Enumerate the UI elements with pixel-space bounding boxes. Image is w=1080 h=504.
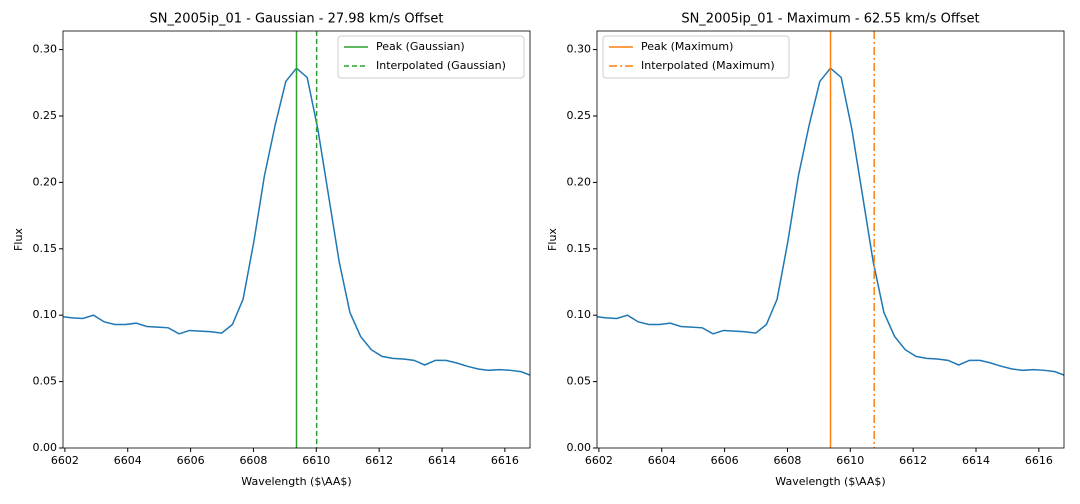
x-tick-label: 6608 <box>773 454 801 467</box>
y-tick-label: 0.10 <box>33 308 58 321</box>
y-tick-label: 0.30 <box>567 43 592 56</box>
x-tick-label: 6614 <box>428 454 456 467</box>
y-tick-label: 0.05 <box>567 375 592 388</box>
x-tick-label: 6602 <box>585 454 613 467</box>
axes-frame <box>62 30 531 449</box>
x-tick-label: 6612 <box>365 454 393 467</box>
legend-label: Interpolated (Gaussian) <box>376 59 506 72</box>
legend-box <box>602 35 790 79</box>
x-tick-label: 6604 <box>114 454 142 467</box>
y-tick-label: 0.10 <box>567 308 592 321</box>
spectrum-line <box>63 67 530 376</box>
y-tick-label: 0.30 <box>33 43 58 56</box>
y-tick-label: 0.00 <box>33 441 58 454</box>
axes-frame <box>596 30 1065 449</box>
x-axis-label: Wavelength ($\AA$) <box>241 475 351 488</box>
x-tick-label: 6616 <box>1025 454 1053 467</box>
plot-area <box>63 31 530 448</box>
x-tick-label: 6610 <box>836 454 864 467</box>
y-tick-label: 0.15 <box>567 242 592 255</box>
y-tick-label: 0.05 <box>33 375 58 388</box>
spectrum-line <box>597 67 1064 376</box>
y-tick-label: 0.25 <box>33 109 58 122</box>
plot-area <box>597 31 1064 448</box>
x-tick-label: 6604 <box>648 454 676 467</box>
y-axis-label: Flux <box>546 228 559 251</box>
x-tick-label: 6610 <box>302 454 330 467</box>
legend-label: Interpolated (Maximum) <box>641 59 775 72</box>
y-tick-label: 0.25 <box>567 109 592 122</box>
y-tick-label: 0.20 <box>567 175 592 188</box>
x-tick-label: 6614 <box>962 454 990 467</box>
x-axis-label: Wavelength ($\AA$) <box>775 475 885 488</box>
legend-label: Peak (Maximum) <box>641 40 733 53</box>
x-tick-label: 6606 <box>177 454 205 467</box>
y-tick-label: 0.00 <box>567 441 592 454</box>
x-tick-label: 6606 <box>711 454 739 467</box>
x-tick-label: 6608 <box>239 454 267 467</box>
y-axis-label: Flux <box>12 228 25 251</box>
y-tick-label: 0.20 <box>33 175 58 188</box>
x-tick-label: 6602 <box>51 454 79 467</box>
legend-box <box>337 35 525 79</box>
legend-label: Peak (Gaussian) <box>376 40 465 53</box>
chart-title: SN_2005ip_01 - Gaussian - 27.98 km/s Off… <box>150 12 444 27</box>
chart-title: SN_2005ip_01 - Maximum - 62.55 km/s Offs… <box>681 12 979 27</box>
x-tick-label: 6612 <box>899 454 927 467</box>
y-tick-label: 0.15 <box>33 242 58 255</box>
x-tick-label: 6616 <box>491 454 519 467</box>
